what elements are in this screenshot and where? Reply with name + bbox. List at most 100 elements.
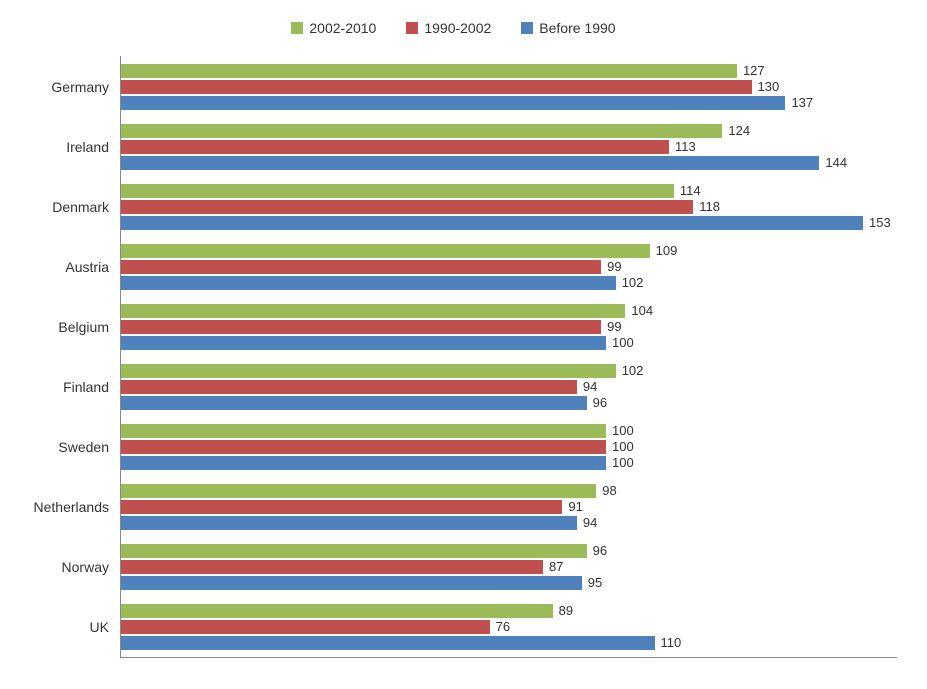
bar-row: 137 — [121, 96, 897, 110]
bar-row: 96 — [121, 396, 897, 410]
category-group: Belgium10499100 — [121, 304, 897, 350]
category-label: Norway — [62, 559, 121, 575]
bar-row: 100 — [121, 424, 897, 438]
bar: 100 — [121, 440, 606, 454]
category-group: Finland1029496 — [121, 364, 897, 410]
bar-row: 113 — [121, 140, 897, 154]
bar: 102 — [121, 276, 616, 290]
legend-item: 2002-2010 — [291, 20, 376, 36]
category-label: Netherlands — [34, 499, 122, 515]
bar-row: 102 — [121, 276, 897, 290]
bar-value-label: 76 — [490, 620, 510, 634]
bar-value-label: 102 — [616, 276, 644, 290]
bar-value-label: 109 — [650, 244, 678, 258]
bar: 94 — [121, 380, 577, 394]
bar: 99 — [121, 320, 601, 334]
bar: 91 — [121, 500, 562, 514]
bar: 104 — [121, 304, 625, 318]
bar: 124 — [121, 124, 722, 138]
bar-row: 130 — [121, 80, 897, 94]
bar: 137 — [121, 96, 785, 110]
bar-row: 96 — [121, 544, 897, 558]
bar-row: 94 — [121, 516, 897, 530]
bar: 118 — [121, 200, 693, 214]
legend-swatch — [291, 22, 303, 34]
bar-row: 100 — [121, 440, 897, 454]
bar-value-label: 127 — [737, 64, 765, 78]
bar: 110 — [121, 636, 655, 650]
bar-value-label: 100 — [606, 456, 634, 470]
bar-value-label: 144 — [819, 156, 847, 170]
bar-row: 91 — [121, 500, 897, 514]
category-group: Norway968795 — [121, 544, 897, 590]
bar-value-label: 87 — [543, 560, 563, 574]
bar-row: 76 — [121, 620, 897, 634]
bar-value-label: 124 — [722, 124, 750, 138]
plot-area: Germany127130137Ireland124113144Denmark1… — [120, 56, 897, 658]
category-group: UK8976110 — [121, 604, 897, 650]
bar-row: 99 — [121, 260, 897, 274]
bar-row: 102 — [121, 364, 897, 378]
legend-label: Before 1990 — [539, 20, 615, 36]
bar-value-label: 104 — [625, 304, 653, 318]
category-label: Ireland — [66, 139, 121, 155]
bar: 99 — [121, 260, 601, 274]
bar: 100 — [121, 336, 606, 350]
bar: 114 — [121, 184, 674, 198]
bar-row: 144 — [121, 156, 897, 170]
bar-row: 89 — [121, 604, 897, 618]
bar: 96 — [121, 396, 587, 410]
bar-row: 95 — [121, 576, 897, 590]
bar: 76 — [121, 620, 490, 634]
bar-row: 87 — [121, 560, 897, 574]
bar-row: 110 — [121, 636, 897, 650]
legend: 2002-2010 1990-2002 Before 1990 — [10, 10, 897, 56]
bar: 109 — [121, 244, 650, 258]
legend-swatch — [406, 22, 418, 34]
bar-value-label: 98 — [596, 484, 616, 498]
bar-row: 100 — [121, 336, 897, 350]
bar: 102 — [121, 364, 616, 378]
bar: 89 — [121, 604, 553, 618]
category-label: UK — [90, 619, 121, 635]
legend-item: Before 1990 — [521, 20, 615, 36]
bar-row: 99 — [121, 320, 897, 334]
bar: 94 — [121, 516, 577, 530]
bar-value-label: 118 — [693, 200, 720, 214]
bar-value-label: 99 — [601, 260, 621, 274]
bar-value-label: 99 — [601, 320, 621, 334]
category-label: Belgium — [58, 319, 121, 335]
bar-value-label: 100 — [606, 424, 634, 438]
bar: 100 — [121, 424, 606, 438]
bar-row: 100 — [121, 456, 897, 470]
bar-row: 98 — [121, 484, 897, 498]
category-group: Sweden100100100 — [121, 424, 897, 470]
bar-value-label: 110 — [655, 636, 682, 650]
bar-row: 114 — [121, 184, 897, 198]
legend-item: 1990-2002 — [406, 20, 491, 36]
bar-row: 109 — [121, 244, 897, 258]
bar: 153 — [121, 216, 863, 230]
category-label: Sweden — [58, 439, 121, 455]
bar-value-label: 94 — [577, 380, 597, 394]
bar: 100 — [121, 456, 606, 470]
bar-value-label: 114 — [674, 184, 701, 198]
bar-value-label: 100 — [606, 440, 634, 454]
bar: 113 — [121, 140, 669, 154]
category-group: Ireland124113144 — [121, 124, 897, 170]
legend-label: 1990-2002 — [424, 20, 491, 36]
bar-value-label: 130 — [752, 80, 780, 94]
category-label: Austria — [65, 259, 121, 275]
bar: 95 — [121, 576, 582, 590]
bar: 144 — [121, 156, 819, 170]
bar-row: 124 — [121, 124, 897, 138]
bar-row: 118 — [121, 200, 897, 214]
category-label: Denmark — [52, 199, 121, 215]
bar-value-label: 153 — [863, 216, 891, 230]
bar-value-label: 91 — [562, 500, 582, 514]
bar-row: 94 — [121, 380, 897, 394]
bar-value-label: 137 — [785, 96, 813, 110]
bar: 127 — [121, 64, 737, 78]
bar-row: 104 — [121, 304, 897, 318]
category-group: Netherlands989194 — [121, 484, 897, 530]
